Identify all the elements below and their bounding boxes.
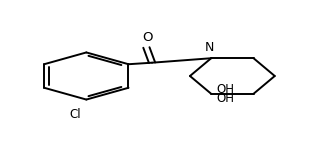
Text: O: O [142,31,152,44]
Text: Cl: Cl [69,108,81,121]
Text: N: N [205,41,214,54]
Text: OH: OH [217,83,235,96]
Text: OH: OH [217,92,235,105]
